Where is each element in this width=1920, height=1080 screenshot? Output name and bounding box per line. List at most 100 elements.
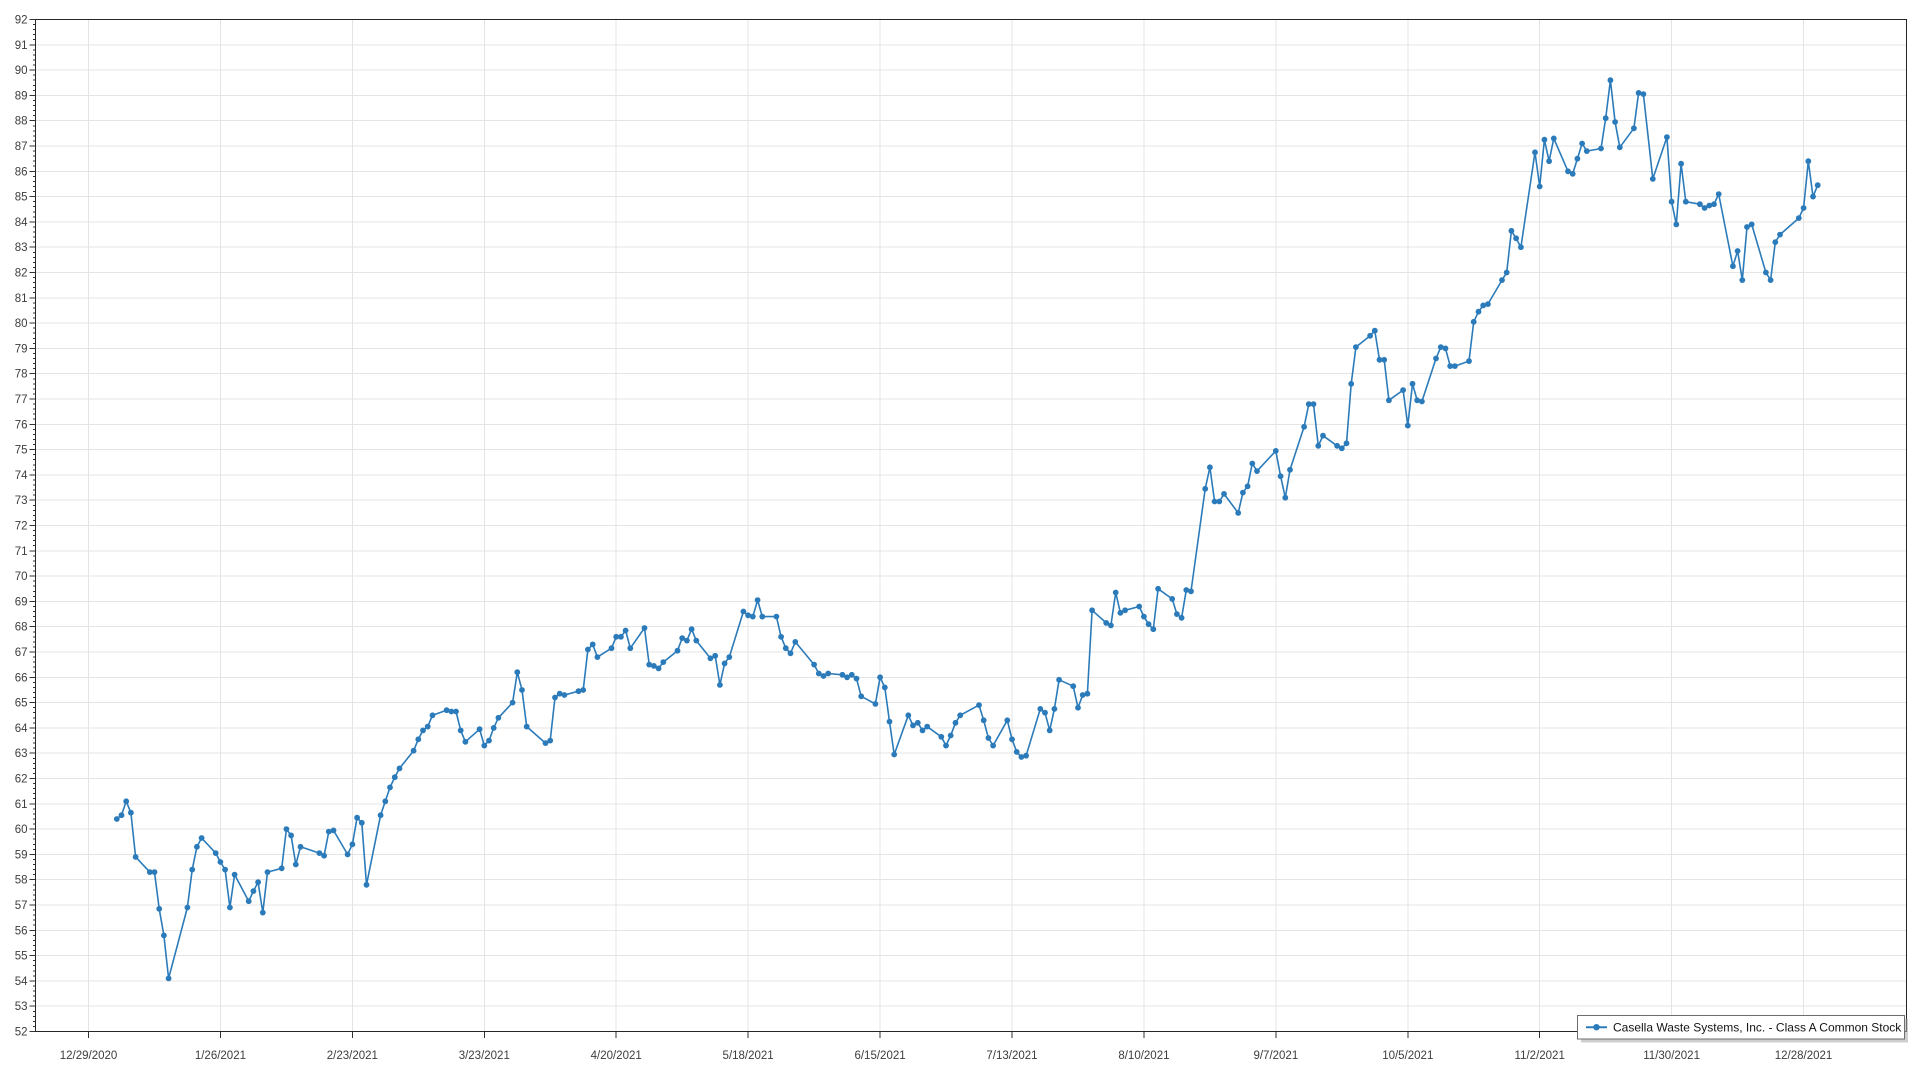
data-point-marker[interactable] bbox=[1730, 263, 1736, 270]
data-point-marker[interactable] bbox=[264, 869, 271, 875]
data-point-marker[interactable] bbox=[1334, 442, 1340, 449]
data-point-marker[interactable] bbox=[1499, 277, 1505, 283]
data-point-marker[interactable] bbox=[693, 637, 700, 644]
data-point-marker[interactable] bbox=[1089, 607, 1095, 614]
data-point-marker[interactable] bbox=[1419, 398, 1425, 405]
data-point-marker[interactable] bbox=[113, 816, 120, 822]
data-point-marker[interactable] bbox=[561, 692, 568, 698]
data-point-marker[interactable] bbox=[773, 613, 780, 620]
data-point-marker[interactable] bbox=[462, 738, 469, 745]
data-point-marker[interactable] bbox=[1145, 621, 1152, 628]
data-point-marker[interactable] bbox=[1103, 620, 1110, 626]
data-point-marker[interactable] bbox=[1475, 308, 1482, 315]
data-point-marker[interactable] bbox=[1452, 363, 1458, 369]
data-point-marker[interactable] bbox=[1569, 170, 1576, 177]
data-point-marker[interactable] bbox=[481, 742, 488, 749]
data-point-marker[interactable] bbox=[745, 612, 751, 619]
data-point-marker[interactable] bbox=[1550, 135, 1557, 142]
data-point-marker[interactable] bbox=[589, 641, 596, 648]
data-point-marker[interactable] bbox=[1810, 193, 1816, 200]
data-point-marker[interactable] bbox=[1042, 709, 1048, 716]
data-point-marker[interactable] bbox=[976, 702, 982, 708]
data-point-marker[interactable] bbox=[292, 861, 299, 868]
data-point-marker[interactable] bbox=[721, 660, 728, 667]
data-point-marker[interactable] bbox=[1084, 690, 1091, 697]
data-point-marker[interactable] bbox=[1800, 205, 1807, 211]
data-point-marker[interactable] bbox=[245, 898, 252, 905]
data-point-marker[interactable] bbox=[1772, 239, 1779, 246]
data-point-marker[interactable] bbox=[1018, 754, 1025, 760]
data-point-marker[interactable] bbox=[321, 852, 327, 859]
data-point-marker[interactable] bbox=[146, 869, 153, 875]
data-point-marker[interactable] bbox=[1536, 183, 1543, 190]
data-point-marker[interactable] bbox=[1470, 318, 1477, 325]
data-point-marker[interactable] bbox=[316, 850, 323, 856]
data-point-marker[interactable] bbox=[354, 814, 360, 821]
data-point-marker[interactable] bbox=[1320, 432, 1326, 439]
data-point-marker[interactable] bbox=[297, 843, 304, 850]
data-point-marker[interactable] bbox=[679, 635, 686, 641]
data-point-marker[interactable] bbox=[914, 719, 921, 726]
data-point-marker[interactable] bbox=[1574, 155, 1581, 162]
data-point-marker[interactable] bbox=[1706, 202, 1713, 209]
data-point-marker[interactable] bbox=[1013, 749, 1020, 755]
data-point-marker[interactable] bbox=[1814, 182, 1821, 189]
data-point-marker[interactable] bbox=[424, 723, 431, 730]
data-point-marker[interactable] bbox=[1348, 380, 1355, 387]
data-point-marker[interactable] bbox=[344, 851, 351, 858]
data-point-marker[interactable] bbox=[556, 690, 563, 697]
data-point-marker[interactable] bbox=[1202, 485, 1209, 492]
data-point-marker[interactable] bbox=[476, 726, 483, 733]
data-point-marker[interactable] bbox=[1744, 224, 1750, 230]
data-point-marker[interactable] bbox=[1508, 227, 1515, 234]
data-point-marker[interactable] bbox=[1579, 140, 1585, 147]
data-point-marker[interactable] bbox=[877, 674, 883, 681]
data-point-marker[interactable] bbox=[618, 633, 624, 640]
data-point-marker[interactable] bbox=[523, 723, 530, 730]
data-point-marker[interactable] bbox=[1400, 387, 1406, 393]
data-point-marker[interactable] bbox=[943, 742, 949, 749]
data-point-marker[interactable] bbox=[325, 828, 332, 835]
data-point-marker[interactable] bbox=[1734, 248, 1741, 254]
data-point-marker[interactable] bbox=[1287, 466, 1293, 473]
data-point-marker[interactable] bbox=[1112, 589, 1119, 596]
data-point-marker[interactable] bbox=[156, 905, 163, 912]
data-point-marker[interactable] bbox=[1433, 355, 1439, 362]
data-point-marker[interactable] bbox=[1715, 191, 1722, 198]
data-point-marker[interactable] bbox=[1442, 345, 1449, 352]
data-point-marker[interactable] bbox=[250, 888, 257, 894]
data-point-marker[interactable] bbox=[1338, 445, 1345, 452]
data-point-marker[interactable] bbox=[853, 675, 860, 682]
data-point-marker[interactable] bbox=[222, 866, 229, 873]
data-point-marker[interactable] bbox=[212, 850, 219, 856]
data-point-marker[interactable] bbox=[938, 733, 945, 740]
data-point-marker[interactable] bbox=[872, 701, 879, 707]
data-point-marker[interactable] bbox=[420, 727, 426, 734]
data-point-marker[interactable] bbox=[1108, 622, 1114, 629]
data-point-marker[interactable] bbox=[990, 742, 996, 749]
data-point-marker[interactable] bbox=[1305, 401, 1312, 407]
data-point-marker[interactable] bbox=[490, 725, 497, 731]
data-point-marker[interactable] bbox=[1748, 221, 1755, 228]
data-point-marker[interactable] bbox=[415, 736, 422, 743]
data-point-marker[interactable] bbox=[1805, 158, 1812, 165]
data-point-marker[interactable] bbox=[255, 879, 261, 886]
data-points[interactable] bbox=[113, 77, 1821, 982]
data-point-marker[interactable] bbox=[684, 637, 690, 644]
data-point-marker[interactable] bbox=[457, 727, 464, 734]
data-point-marker[interactable] bbox=[1409, 380, 1416, 387]
data-point-marker[interactable] bbox=[1480, 302, 1487, 309]
data-point-marker[interactable] bbox=[1301, 423, 1307, 430]
data-point-marker[interactable] bbox=[349, 841, 356, 848]
data-point-marker[interactable] bbox=[622, 627, 629, 634]
data-point-marker[interactable] bbox=[905, 712, 912, 719]
data-point-marker[interactable] bbox=[1178, 614, 1185, 621]
data-point-marker[interactable] bbox=[165, 975, 172, 982]
data-point-marker[interactable] bbox=[627, 645, 634, 652]
data-point-marker[interactable] bbox=[161, 932, 167, 939]
data-point-marker[interactable] bbox=[957, 712, 964, 719]
data-point-marker[interactable] bbox=[391, 774, 398, 781]
data-point-marker[interactable] bbox=[194, 843, 200, 850]
data-point-marker[interactable] bbox=[1155, 585, 1161, 592]
data-point-marker[interactable] bbox=[377, 812, 384, 819]
